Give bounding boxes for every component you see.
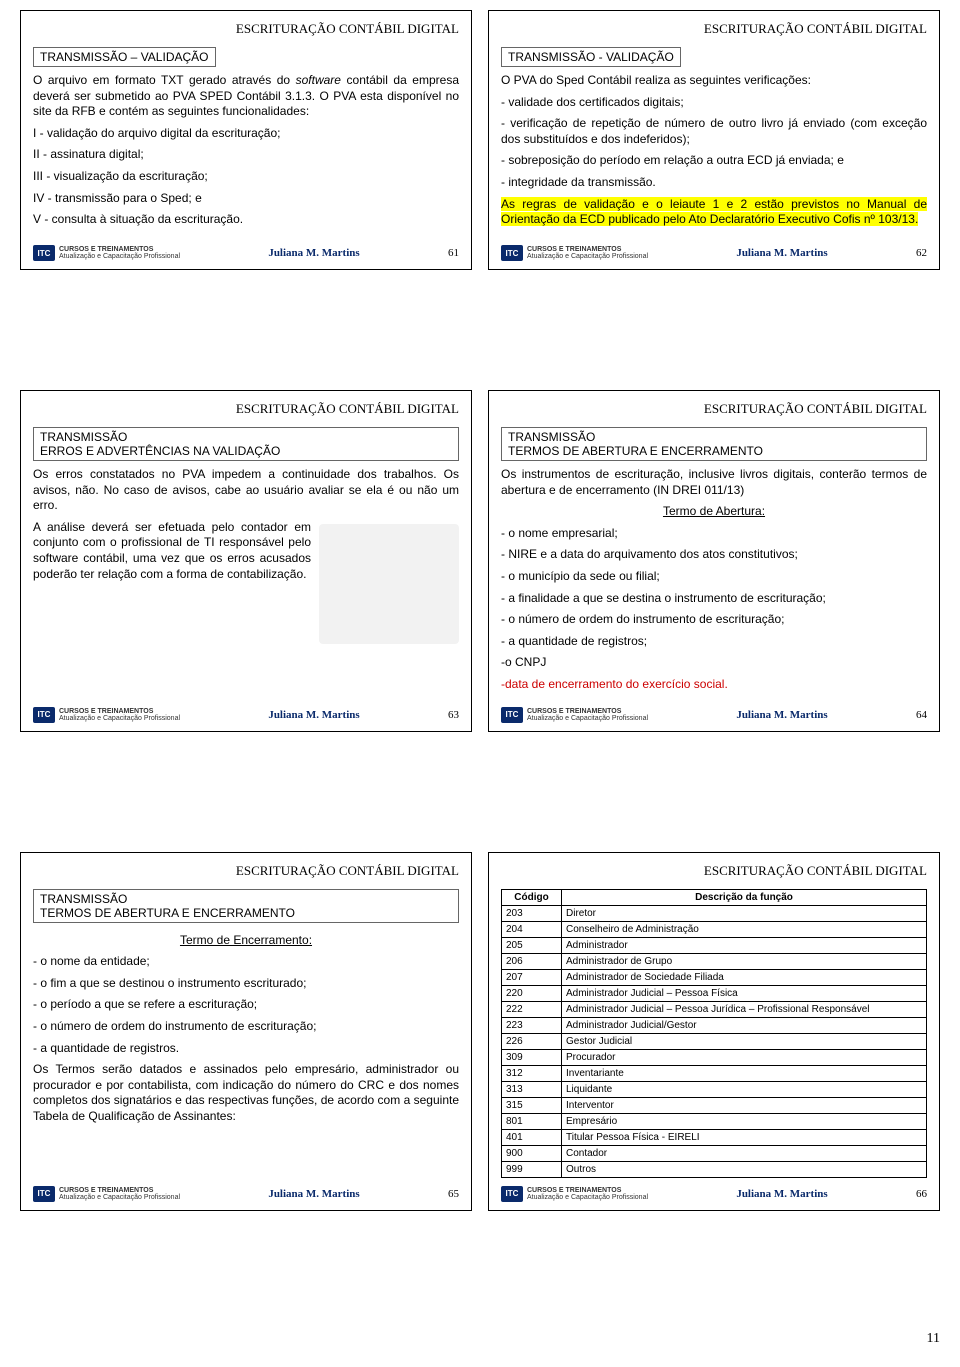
table-row: 223Administrador Judicial/Gestor xyxy=(502,1017,927,1033)
slide-header: ESCRITURAÇÃO CONTÁBIL DIGITAL xyxy=(33,21,459,37)
codes-table: Código Descrição da função 203Diretor204… xyxy=(501,889,927,1178)
table-row: 226Gestor Judicial xyxy=(502,1033,927,1049)
logo-icon: ITC xyxy=(33,1186,55,1202)
slide-63: ESCRITURAÇÃO CONTÁBIL DIGITAL TRANSMISSÃ… xyxy=(20,390,472,732)
termo-heading: Termo de Abertura: xyxy=(501,504,927,520)
table-row: 222Administrador Judicial – Pessoa Juríd… xyxy=(502,1001,927,1017)
footer: ITC CURSOS E TREINAMENTOS Atualização e … xyxy=(33,245,459,261)
logo-icon: ITC xyxy=(501,245,523,261)
slide-64: ESCRITURAÇÃO CONTÁBIL DIGITAL TRANSMISSÃ… xyxy=(488,390,940,732)
col-descricao: Descrição da função xyxy=(562,889,927,905)
footer: ITC CURSOS E TREINAMENTOS Atualização e … xyxy=(33,707,459,723)
table-row: 401Titular Pessoa Física - EIRELI xyxy=(502,1129,927,1145)
table-row: 315Interventor xyxy=(502,1097,927,1113)
logo-text: CURSOS E TREINAMENTOS Atualização e Capa… xyxy=(527,708,648,722)
table-row: 207Administrador de Sociedade Filiada xyxy=(502,969,927,985)
slide-header: ESCRITURAÇÃO CONTÁBIL DIGITAL xyxy=(501,21,927,37)
logo-icon: ITC xyxy=(33,707,55,723)
slide-65: ESCRITURAÇÃO CONTÁBIL DIGITAL TRANSMISSÃ… xyxy=(20,852,472,1211)
table-row: 204Conselheiro de Administração xyxy=(502,921,927,937)
slide-header: ESCRITURAÇÃO CONTÁBIL DIGITAL xyxy=(33,401,459,417)
subtitle-box: TRANSMISSÃO - VALIDAÇÃO xyxy=(501,47,681,67)
logo-text: CURSOS E TREINAMENTOS Atualização e Capa… xyxy=(59,708,180,722)
table-row: 801Empresário xyxy=(502,1113,927,1129)
table-row: 205Administrador xyxy=(502,937,927,953)
highlighted-item: -data de encerramento do exercício socia… xyxy=(501,677,927,693)
body: Os instrumentos de escrituração, inclusi… xyxy=(501,467,927,699)
logo-icon: ITC xyxy=(33,245,55,261)
author: Juliana M. Martins xyxy=(736,1188,827,1200)
author: Juliana M. Martins xyxy=(268,247,359,259)
subtitle-box: TRANSMISSÃO TERMOS DE ABERTURA E ENCERRA… xyxy=(33,889,459,923)
body: O arquivo em formato TXT gerado através … xyxy=(33,73,459,237)
author: Juliana M. Martins xyxy=(268,709,359,721)
table-row: 900Contador xyxy=(502,1145,927,1161)
footer: ITC CURSOS E TREINAMENTOS Atualização e … xyxy=(501,1186,927,1202)
logo-icon: ITC xyxy=(501,1186,523,1202)
slide-number: 62 xyxy=(916,247,927,259)
col-codigo: Código xyxy=(502,889,562,905)
logo-text: CURSOS E TREINAMENTOS Atualização e Capa… xyxy=(527,1187,648,1201)
slide-number: 64 xyxy=(916,709,927,721)
table-row: 220Administrador Judicial – Pessoa Físic… xyxy=(502,985,927,1001)
table-row: 312Inventariante xyxy=(502,1065,927,1081)
slide-number: 65 xyxy=(448,1188,459,1200)
slide-header: ESCRITURAÇÃO CONTÁBIL DIGITAL xyxy=(501,401,927,417)
page-number: 11 xyxy=(20,1331,940,1347)
slide-header: ESCRITURAÇÃO CONTÁBIL DIGITAL xyxy=(33,863,459,879)
logo-text: CURSOS E TREINAMENTOS Atualização e Capa… xyxy=(527,246,648,260)
subtitle-box: TRANSMISSÃO TERMOS DE ABERTURA E ENCERRA… xyxy=(501,427,927,461)
subtitle-box: TRANSMISSÃO – VALIDAÇÃO xyxy=(33,47,216,67)
table-row: 999Outros xyxy=(502,1161,927,1177)
slide-61: ESCRITURAÇÃO CONTÁBIL DIGITAL TRANSMISSÃ… xyxy=(20,10,472,270)
author: Juliana M. Martins xyxy=(268,1188,359,1200)
table-row: 206Administrador de Grupo xyxy=(502,953,927,969)
footer: ITC CURSOS E TREINAMENTOS Atualização e … xyxy=(33,1186,459,1202)
slide-number: 66 xyxy=(916,1188,927,1200)
logo-text: CURSOS E TREINAMENTOS Atualização e Capa… xyxy=(59,246,180,260)
body: Os erros constatados no PVA impedem a co… xyxy=(33,467,459,699)
footer: ITC CURSOS E TREINAMENTOS Atualização e … xyxy=(501,707,927,723)
body: O PVA do Sped Contábil realiza as seguin… xyxy=(501,73,927,237)
termo-heading: Termo de Encerramento: xyxy=(33,933,459,949)
slide-62: ESCRITURAÇÃO CONTÁBIL DIGITAL TRANSMISSÃ… xyxy=(488,10,940,270)
table-row: 309Procurador xyxy=(502,1049,927,1065)
body: Termo de Encerramento: - o nome da entid… xyxy=(33,929,459,1178)
author: Juliana M. Martins xyxy=(736,247,827,259)
slide-66: ESCRITURAÇÃO CONTÁBIL DIGITAL Código Des… xyxy=(488,852,940,1211)
table-row: 313Liquidante xyxy=(502,1081,927,1097)
logo-text: CURSOS E TREINAMENTOS Atualização e Capa… xyxy=(59,1187,180,1201)
slide-header: ESCRITURAÇÃO CONTÁBIL DIGITAL xyxy=(501,863,927,879)
slide-number: 61 xyxy=(448,247,459,259)
author: Juliana M. Martins xyxy=(736,709,827,721)
table-row: 203Diretor xyxy=(502,905,927,921)
footer: ITC CURSOS E TREINAMENTOS Atualização e … xyxy=(501,245,927,261)
handshake-image xyxy=(319,524,459,644)
subtitle-box: TRANSMISSÃO ERROS E ADVERTÊNCIAS NA VALI… xyxy=(33,427,459,461)
body: Código Descrição da função 203Diretor204… xyxy=(501,889,927,1178)
logo-icon: ITC xyxy=(501,707,523,723)
slide-number: 63 xyxy=(448,709,459,721)
